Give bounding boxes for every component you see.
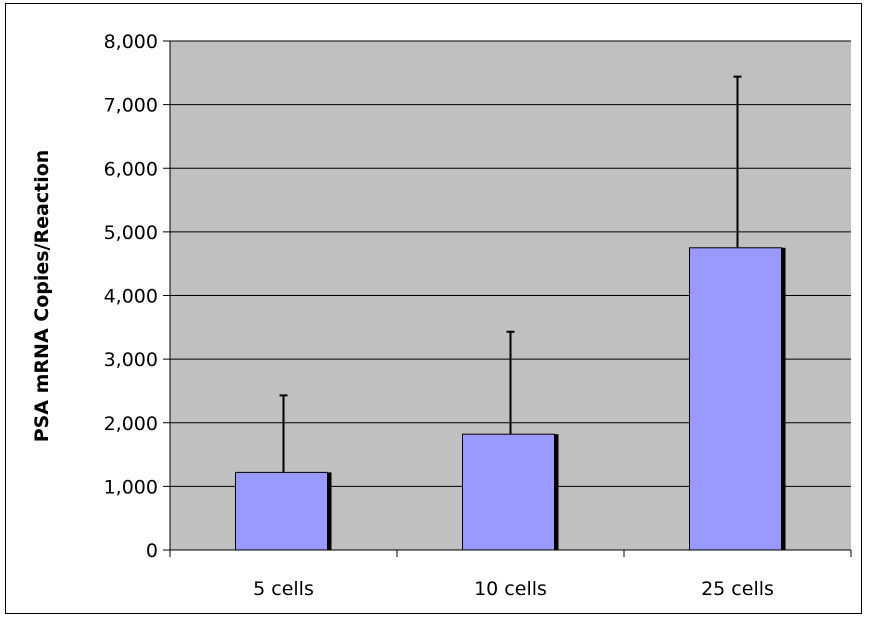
- bar: [235, 471, 328, 551]
- bars: [235, 247, 786, 551]
- x-tick-label: 5 cells: [253, 578, 314, 600]
- y-tick-label: 3,000: [104, 349, 158, 371]
- y-tick-label: 8,000: [104, 31, 158, 53]
- y-tick-label: 2,000: [104, 413, 158, 435]
- y-tick-label: 1,000: [104, 476, 158, 498]
- y-axis-title: PSA mRNA Copies/Reaction: [31, 150, 53, 443]
- y-axis-ticks: 0 1,000 2,000 3,000 4,000 5,000 6,000 7,000 8,00…: [104, 31, 170, 562]
- bar: [689, 247, 782, 551]
- x-tick-label: 25 cells: [701, 578, 774, 600]
- y-tick-label: 7,000: [104, 95, 158, 117]
- y-tick-label: 0: [146, 540, 158, 562]
- y-tick-label: 6,000: [104, 158, 158, 180]
- bar: [462, 433, 555, 551]
- x-axis-ticks: 5 cells 10 cells 25 cells: [169, 550, 852, 600]
- error-bars: [279, 75, 742, 473]
- y-tick-label: 5,000: [104, 222, 158, 244]
- x-tick-label: 10 cells: [474, 578, 547, 600]
- y-tick-label: 4,000: [104, 286, 158, 308]
